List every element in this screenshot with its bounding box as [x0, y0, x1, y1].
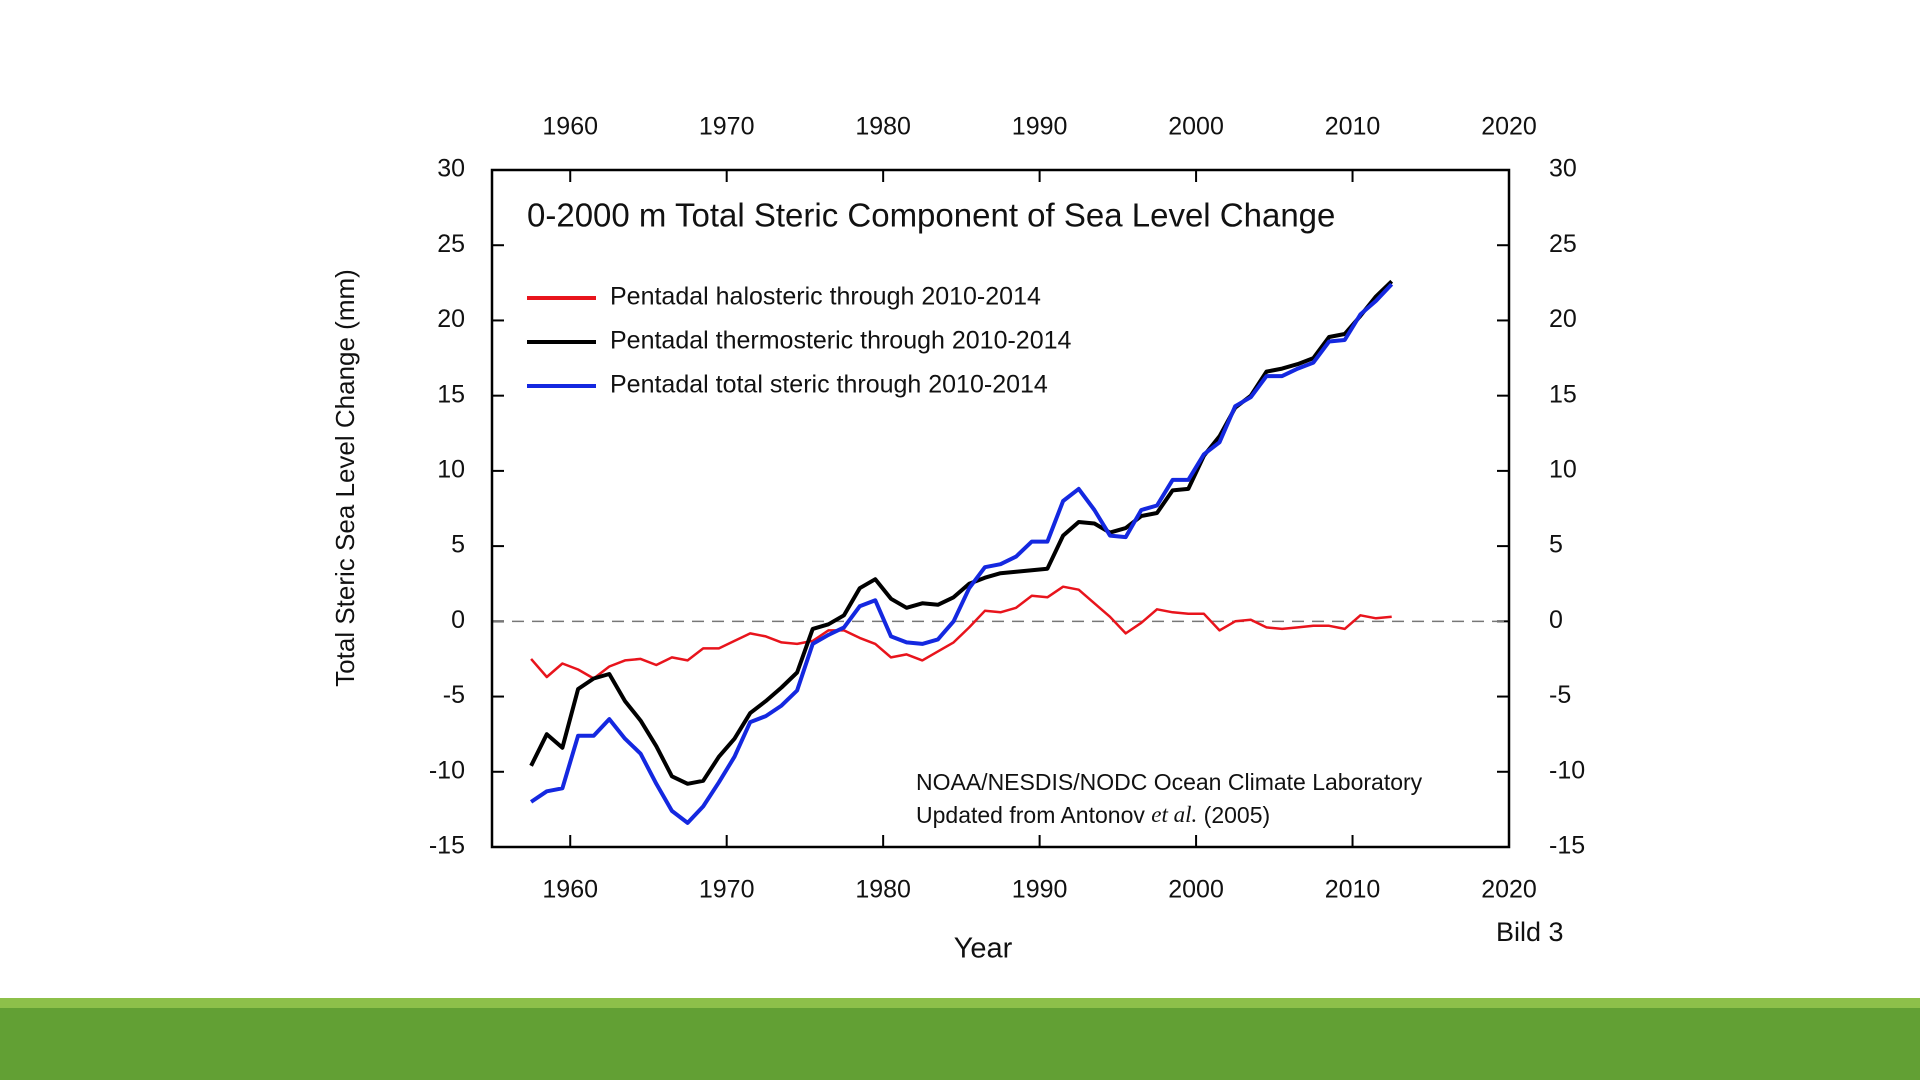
y-tick-label: 0: [451, 606, 465, 634]
x-tick-label: 1980: [855, 876, 911, 904]
legend-label: Pentadal total steric through 2010-2014: [610, 371, 1048, 399]
plot-frame: [490, 168, 1511, 849]
x-tick-label: 2000: [1168, 876, 1224, 904]
y2-tick-label: 15: [1549, 380, 1577, 408]
y-tick-label: 10: [437, 455, 465, 483]
x2-tick-label: 1990: [1012, 113, 1068, 141]
annotation-part: et al.: [1151, 802, 1197, 827]
y-axis-label: Total Steric Sea Level Change (mm): [330, 269, 360, 687]
x-tick-label: 2020: [1481, 876, 1537, 904]
y-tick-label: 30: [437, 155, 465, 183]
x2-tick-label: 2020: [1481, 113, 1537, 141]
series-line: [530, 585, 1392, 680]
x-tick-label: 1960: [542, 876, 598, 904]
y2-tick-label: 0: [1549, 606, 1563, 634]
series-line: [529, 282, 1394, 825]
y-tick-label: -5: [443, 681, 465, 709]
chart-title: 0-2000 m Total Steric Component of Sea L…: [527, 197, 1335, 234]
series-line: [529, 279, 1394, 786]
y-tick-label: -15: [429, 832, 465, 860]
accent-stripe: [0, 998, 1920, 1008]
y2-tick-label: 25: [1549, 230, 1577, 258]
y2-tick-label: -5: [1549, 681, 1571, 709]
legend-label: Pentadal halosteric through 2010-2014: [610, 283, 1041, 311]
annotation: Updated from Antonov et al. (2005): [916, 802, 1270, 828]
y-tick-label: 15: [437, 380, 465, 408]
annotation-part: (2005): [1197, 802, 1270, 828]
x2-tick-label: 2010: [1325, 113, 1381, 141]
y-tick-label: 25: [437, 230, 465, 258]
y2-tick-label: 30: [1549, 155, 1577, 183]
x2-tick-label: 2000: [1168, 113, 1224, 141]
slide-caption: Bild 3: [1496, 917, 1564, 947]
x-tick-label: 2010: [1325, 876, 1381, 904]
legend-label: Pentadal thermosteric through 2010-2014: [610, 327, 1072, 355]
x2-tick-label: 1970: [699, 113, 755, 141]
y2-tick-label: -10: [1549, 756, 1585, 784]
y2-tick-label: -15: [1549, 832, 1585, 860]
y2-tick-label: 10: [1549, 455, 1577, 483]
x-tick-label: 1970: [699, 876, 755, 904]
footer-bar: [0, 1008, 1920, 1080]
x-axis-label: Year: [954, 933, 1013, 965]
annotation-part: Updated from Antonov: [916, 802, 1151, 828]
annotation: NOAA/NESDIS/NODC Ocean Climate Laborator…: [916, 769, 1423, 795]
y2-tick-label: 20: [1549, 305, 1577, 333]
y-tick-label: -10: [429, 756, 465, 784]
x2-tick-label: 1980: [855, 113, 911, 141]
y2-tick-label: 5: [1549, 531, 1563, 559]
y-tick-label: 20: [437, 305, 465, 333]
x2-tick-label: 1960: [542, 113, 598, 141]
y-tick-label: 5: [451, 531, 465, 559]
x-tick-label: 1990: [1012, 876, 1068, 904]
